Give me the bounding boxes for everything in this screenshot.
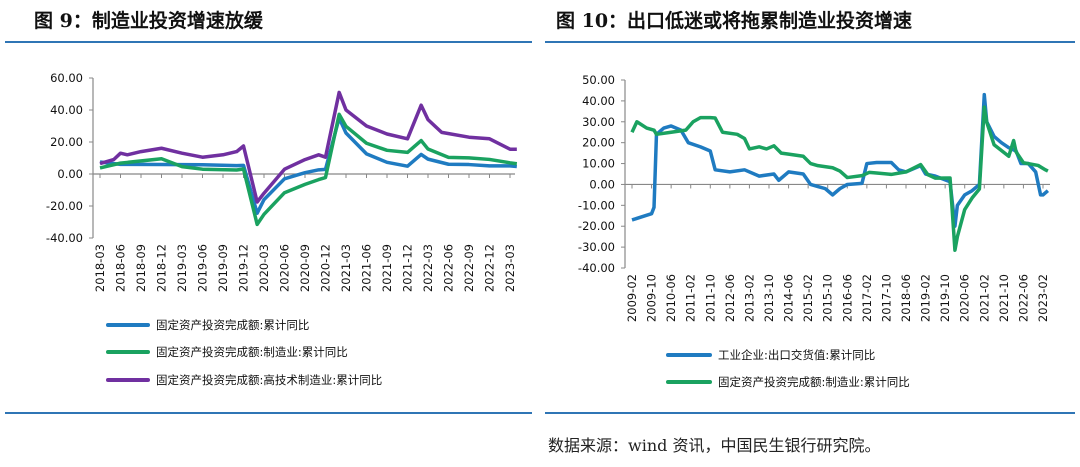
- y-tick-label: 50.00: [582, 73, 615, 87]
- x-tick-label: 2022-12: [483, 244, 497, 292]
- chart-title-right: 图 10：出口低迷或将拖累制造业投资增速: [556, 10, 913, 32]
- x-tick-label: 2020-06: [958, 274, 972, 322]
- x-tick-label: 2015-10: [821, 274, 835, 322]
- x-tick-label: 2022-06: [1016, 274, 1030, 322]
- y-tick-label: 60.00: [50, 71, 83, 85]
- x-tick-label: 2021-09: [380, 244, 394, 292]
- x-tick-label: 2022-06: [442, 244, 456, 292]
- y-tick-label: -40.00: [578, 261, 615, 275]
- source-note: 数据来源：wind 资讯，中国民生银行研究院。: [548, 436, 881, 455]
- series-line-1: [99, 112, 518, 227]
- x-tick-label: 2019-10: [938, 274, 952, 322]
- x-tick-label: 2019-02: [919, 274, 933, 322]
- x-tick-label: 2021-10: [997, 274, 1011, 322]
- series-line-1: [630, 105, 1049, 252]
- x-tick-label: 2013-10: [762, 274, 776, 322]
- x-tick-label: 2010-06: [664, 274, 678, 322]
- y-tick-label: -20.00: [46, 199, 83, 213]
- chart-1: 50.00 40.00 30.00 20.00 10.00 0.00 -10.00 -20.0…: [578, 73, 1050, 389]
- x-tick-label: 2018-06: [899, 274, 913, 322]
- x-tick-label: 2021-03: [339, 244, 353, 292]
- y-tick-label: -30.00: [578, 240, 615, 254]
- x-tick-label: 2020-03: [257, 244, 271, 292]
- y-tick-label: -10.00: [578, 198, 615, 212]
- x-tick-label: 2022-03: [421, 244, 435, 292]
- x-tick-label: 2013-02: [742, 274, 756, 322]
- x-tick-label: 2019-09: [216, 244, 230, 292]
- x-tick-label: 2021-02: [977, 274, 991, 322]
- x-tick-label: 2018-06: [114, 244, 128, 292]
- y-tick-label: 10.00: [582, 157, 615, 171]
- legend-label: 固定资产投资完成额:制造业:累计同比: [156, 345, 348, 359]
- legend-label: 固定资产投资完成额:累计同比: [156, 318, 309, 332]
- y-tick-label: 0.00: [589, 177, 615, 191]
- y-tick-label: 40.00: [582, 94, 615, 108]
- x-tick-label: 2018-09: [134, 244, 148, 292]
- series-line-2: [99, 90, 517, 204]
- legend-label: 固定资产投资完成额:高技术制造业:累计同比: [156, 373, 382, 387]
- x-tick-label: 2017-02: [860, 274, 874, 322]
- y-tick-label: 20.00: [50, 135, 83, 149]
- legend-label: 工业企业:出口交货值:累计同比: [718, 348, 875, 362]
- bottom-rule-left: [5, 412, 532, 414]
- x-tick-label: 2015-02: [801, 274, 815, 322]
- chart-0: 60.00 40.00 20.00 0.00 -20.00 -40.00 2018-03 20…: [46, 71, 518, 387]
- x-tick-label: 2022-09: [462, 244, 476, 292]
- y-tick-label: 40.00: [50, 103, 83, 117]
- x-tick-label: 2020-09: [298, 244, 312, 292]
- x-tick-label: 2021-12: [401, 244, 415, 292]
- x-tick-label: 2018-12: [155, 244, 169, 292]
- x-tick-label: 2011-10: [703, 274, 717, 322]
- x-tick-label: 2019-06: [196, 244, 210, 292]
- x-tick-label: 2017-10: [879, 274, 893, 322]
- x-tick-label: 2023-03: [503, 244, 517, 292]
- x-tick-label: 2009-02: [625, 274, 639, 322]
- x-tick-label: 2023-02: [1036, 274, 1050, 322]
- x-tick-label: 2012-06: [723, 274, 737, 322]
- y-tick-label: -20.00: [578, 219, 615, 233]
- x-tick-label: 2016-06: [840, 274, 854, 322]
- y-tick-label: 30.00: [582, 115, 615, 129]
- y-tick-label: -40.00: [46, 231, 83, 245]
- x-tick-label: 2009-10: [645, 274, 659, 322]
- title-rule-left: [5, 41, 532, 43]
- x-tick-label: 2020-12: [319, 244, 333, 292]
- x-tick-label: 2019-12: [237, 244, 251, 292]
- bottom-rule-right: [545, 412, 1075, 414]
- x-tick-label: 2021-06: [360, 244, 374, 292]
- x-tick-label: 2018-03: [93, 244, 107, 292]
- y-tick-label: 0.00: [57, 167, 83, 181]
- x-tick-label: 2011-02: [684, 274, 698, 322]
- x-tick-label: 2019-03: [175, 244, 189, 292]
- chart-title-left: 图 9：制造业投资增速放缓: [34, 10, 263, 32]
- legend-label: 固定资产投资完成额:制造业:累计同比: [718, 375, 910, 389]
- x-tick-label: 2014-06: [782, 274, 796, 322]
- series-line-0: [99, 116, 517, 215]
- y-tick-label: 20.00: [582, 136, 615, 150]
- title-rule-right: [545, 41, 1075, 43]
- x-tick-label: 2020-06: [278, 244, 292, 292]
